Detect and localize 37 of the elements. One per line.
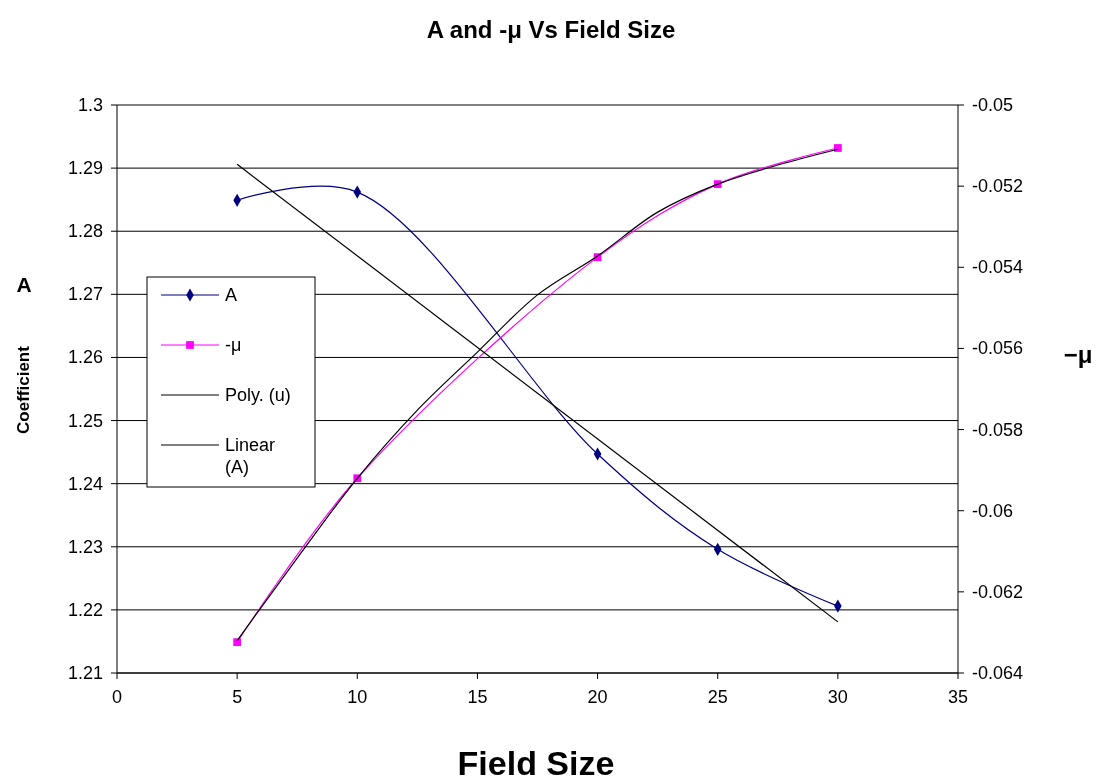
x-tick-label: 35	[947, 687, 969, 707]
y-tick-label: 1.25	[67, 410, 103, 431]
y2-axis-title: −μ	[1063, 341, 1093, 368]
legend-label: -μ	[225, 335, 242, 355]
y2-tick-label: -0.064	[972, 663, 1024, 683]
y-tick-label: 1.21	[67, 663, 103, 683]
x-tick-label: 30	[827, 687, 848, 707]
x-tick-label: 5	[232, 687, 243, 707]
legend-label: A	[225, 285, 238, 305]
legend-label: Poly. (u)	[225, 385, 291, 405]
point	[233, 638, 242, 647]
x-tick-label: 10	[347, 687, 368, 707]
y-tick-label: 1.28	[67, 221, 103, 242]
y2-tick-label: -0.06	[972, 500, 1014, 521]
y-tick-label: 1.27	[67, 284, 103, 305]
y-tick-label: 1.24	[67, 473, 103, 494]
y2-tick-label: -0.05	[972, 95, 1014, 115]
y2-tick-label: -0.056	[972, 338, 1024, 359]
x-tick-label: 0	[111, 687, 123, 707]
y-tick-label: 1.26	[67, 347, 103, 368]
x-tick-label: 25	[707, 687, 728, 707]
y-tick-label: 1.3	[77, 95, 103, 115]
y2-tick-label: -0.054	[972, 257, 1024, 278]
y2-tick-label: -0.062	[972, 581, 1024, 602]
chart-title: A and -μ Vs Field Size	[426, 16, 676, 43]
y2-tick-label: -0.052	[972, 176, 1024, 197]
y-tick-label: 1.29	[67, 158, 103, 179]
text: A	[16, 273, 32, 296]
x-tick-label: 15	[467, 687, 488, 707]
x-axis-title: Field Size	[457, 744, 615, 778]
y-tick-label: 1.23	[67, 536, 103, 557]
point	[833, 144, 842, 152]
y-tick-label: 1.22	[67, 599, 103, 620]
y-axis-title: Coefficient	[14, 345, 33, 434]
x-tick-label: 20	[587, 687, 608, 707]
legend-label: Linear (A)	[225, 435, 276, 477]
y2-tick-label: -0.058	[972, 419, 1024, 440]
